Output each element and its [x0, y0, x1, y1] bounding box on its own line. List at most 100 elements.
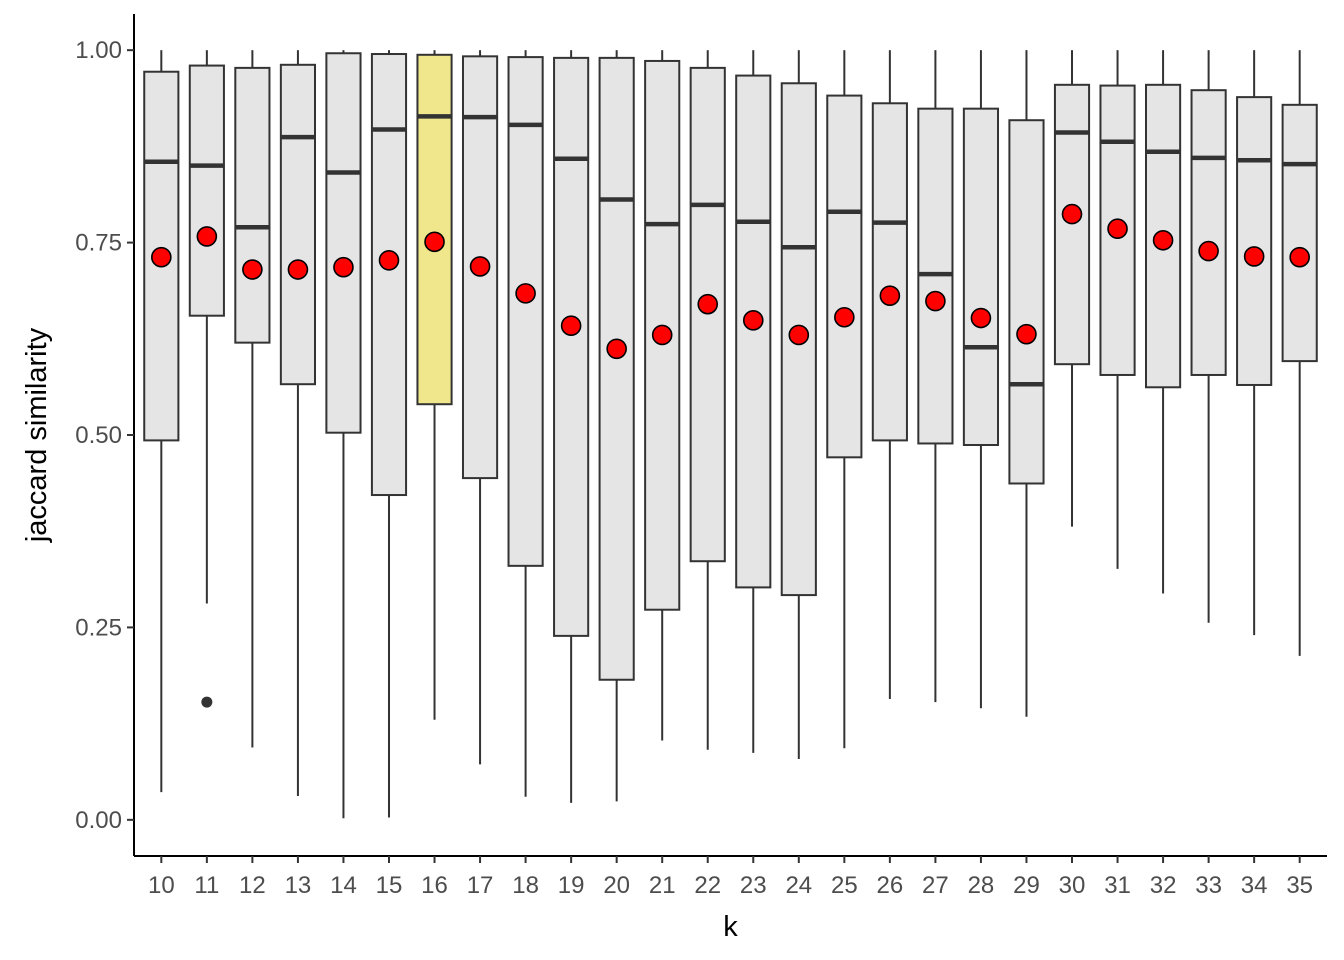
x-tick-label: 15 — [376, 872, 403, 899]
y-tick-label: 0.50 — [75, 422, 122, 449]
mean-point — [151, 246, 172, 268]
box-k-19 — [553, 50, 590, 803]
x-tick-label: 10 — [148, 872, 175, 899]
mean-point — [333, 256, 354, 278]
box-k-26 — [871, 50, 908, 699]
mean-point — [1198, 240, 1219, 262]
box — [598, 56, 635, 681]
x-tick-label: 24 — [785, 872, 812, 899]
x-tick-label: 29 — [1013, 872, 1040, 899]
x-tick-label: 12 — [239, 872, 266, 899]
box — [962, 107, 1000, 447]
mean-point — [287, 259, 309, 280]
y-axis-title: jaccard similarity — [21, 327, 53, 543]
mean-point — [1016, 323, 1037, 345]
box-k-18 — [507, 50, 544, 797]
box — [1281, 103, 1318, 363]
x-axis-ticks: 10 11 12 13 14 15 16 17 18 19 20 21 22 23 24 25 26 27 28 29… — [148, 856, 1313, 899]
box — [735, 74, 772, 589]
y-tick-label: 1.00 — [75, 37, 122, 64]
box-k-23 — [735, 50, 772, 753]
mean-point — [560, 315, 582, 337]
mean-point — [697, 293, 719, 315]
mean-point — [469, 256, 491, 277]
x-tick-label: 20 — [603, 872, 630, 899]
box — [689, 66, 726, 563]
box-k-27 — [917, 50, 954, 703]
box-k-17 — [461, 50, 499, 765]
mean-point — [834, 306, 855, 328]
mean-point — [925, 290, 946, 312]
y-tick-label: 0.25 — [75, 614, 122, 641]
box-k-32 — [1145, 50, 1182, 594]
box — [1190, 89, 1227, 376]
x-tick-label: 14 — [330, 872, 357, 899]
box — [507, 56, 544, 567]
x-tick-label: 25 — [831, 872, 858, 899]
box-k-30 — [1053, 50, 1091, 527]
x-tick-label: 35 — [1286, 872, 1313, 899]
y-tick-label: 0.75 — [75, 230, 122, 257]
box-k-10 — [143, 50, 180, 793]
x-tick-label: 21 — [649, 872, 676, 899]
x-tick-label: 27 — [922, 872, 949, 899]
mean-point — [378, 249, 400, 271]
box-k-35 — [1281, 50, 1318, 656]
box — [553, 56, 590, 637]
mean-point — [788, 324, 810, 346]
box-k-22 — [689, 50, 726, 750]
x-tick-label: 18 — [512, 872, 539, 899]
box-k-15 — [370, 50, 408, 818]
outlier-point — [201, 696, 213, 708]
box — [370, 53, 408, 497]
mean-point — [1152, 229, 1174, 251]
mean-point — [651, 324, 673, 346]
box-k-11 — [188, 50, 225, 708]
box-k-16 — [416, 50, 453, 720]
mean-point — [742, 310, 764, 331]
x-tick-label: 13 — [285, 872, 312, 899]
box-k-29 — [1008, 50, 1045, 717]
mean-point — [1107, 218, 1128, 240]
x-axis-title: k — [723, 911, 738, 943]
highlighted-box — [416, 53, 453, 406]
x-tick-label: 32 — [1150, 872, 1177, 899]
box-k-33 — [1190, 50, 1227, 623]
box-k-25 — [826, 50, 863, 749]
box — [871, 102, 908, 442]
box — [325, 52, 362, 434]
box — [279, 63, 316, 386]
mean-point — [1061, 203, 1083, 225]
box-k-34 — [1236, 50, 1273, 636]
box — [1008, 119, 1045, 485]
box-k-20 — [598, 50, 635, 802]
mean-point — [196, 226, 218, 247]
mean-point — [1289, 246, 1310, 268]
mean-point — [970, 307, 992, 329]
x-tick-label: 31 — [1104, 872, 1131, 899]
box — [1053, 83, 1091, 366]
box — [188, 64, 225, 317]
box — [234, 66, 271, 344]
x-tick-label: 33 — [1195, 872, 1222, 899]
y-tick-label: 0.00 — [75, 807, 122, 834]
box-k-28 — [962, 50, 1000, 709]
mean-point — [424, 231, 445, 253]
x-tick-label: 23 — [740, 872, 767, 899]
x-tick-label: 22 — [694, 872, 721, 899]
box — [1236, 96, 1273, 386]
x-tick-label: 19 — [558, 872, 585, 899]
mean-point — [1243, 246, 1265, 267]
box-k-14 — [325, 50, 362, 819]
box — [826, 94, 863, 459]
x-tick-label: 11 — [194, 872, 219, 899]
x-tick-label: 28 — [968, 872, 995, 899]
mean-point — [606, 338, 627, 360]
x-tick-label: 34 — [1241, 872, 1268, 899]
plot-area — [143, 50, 1318, 819]
x-tick-label: 26 — [877, 872, 904, 899]
box-k-12 — [234, 50, 271, 748]
x-tick-label: 16 — [421, 872, 448, 899]
box-k-21 — [644, 50, 681, 741]
